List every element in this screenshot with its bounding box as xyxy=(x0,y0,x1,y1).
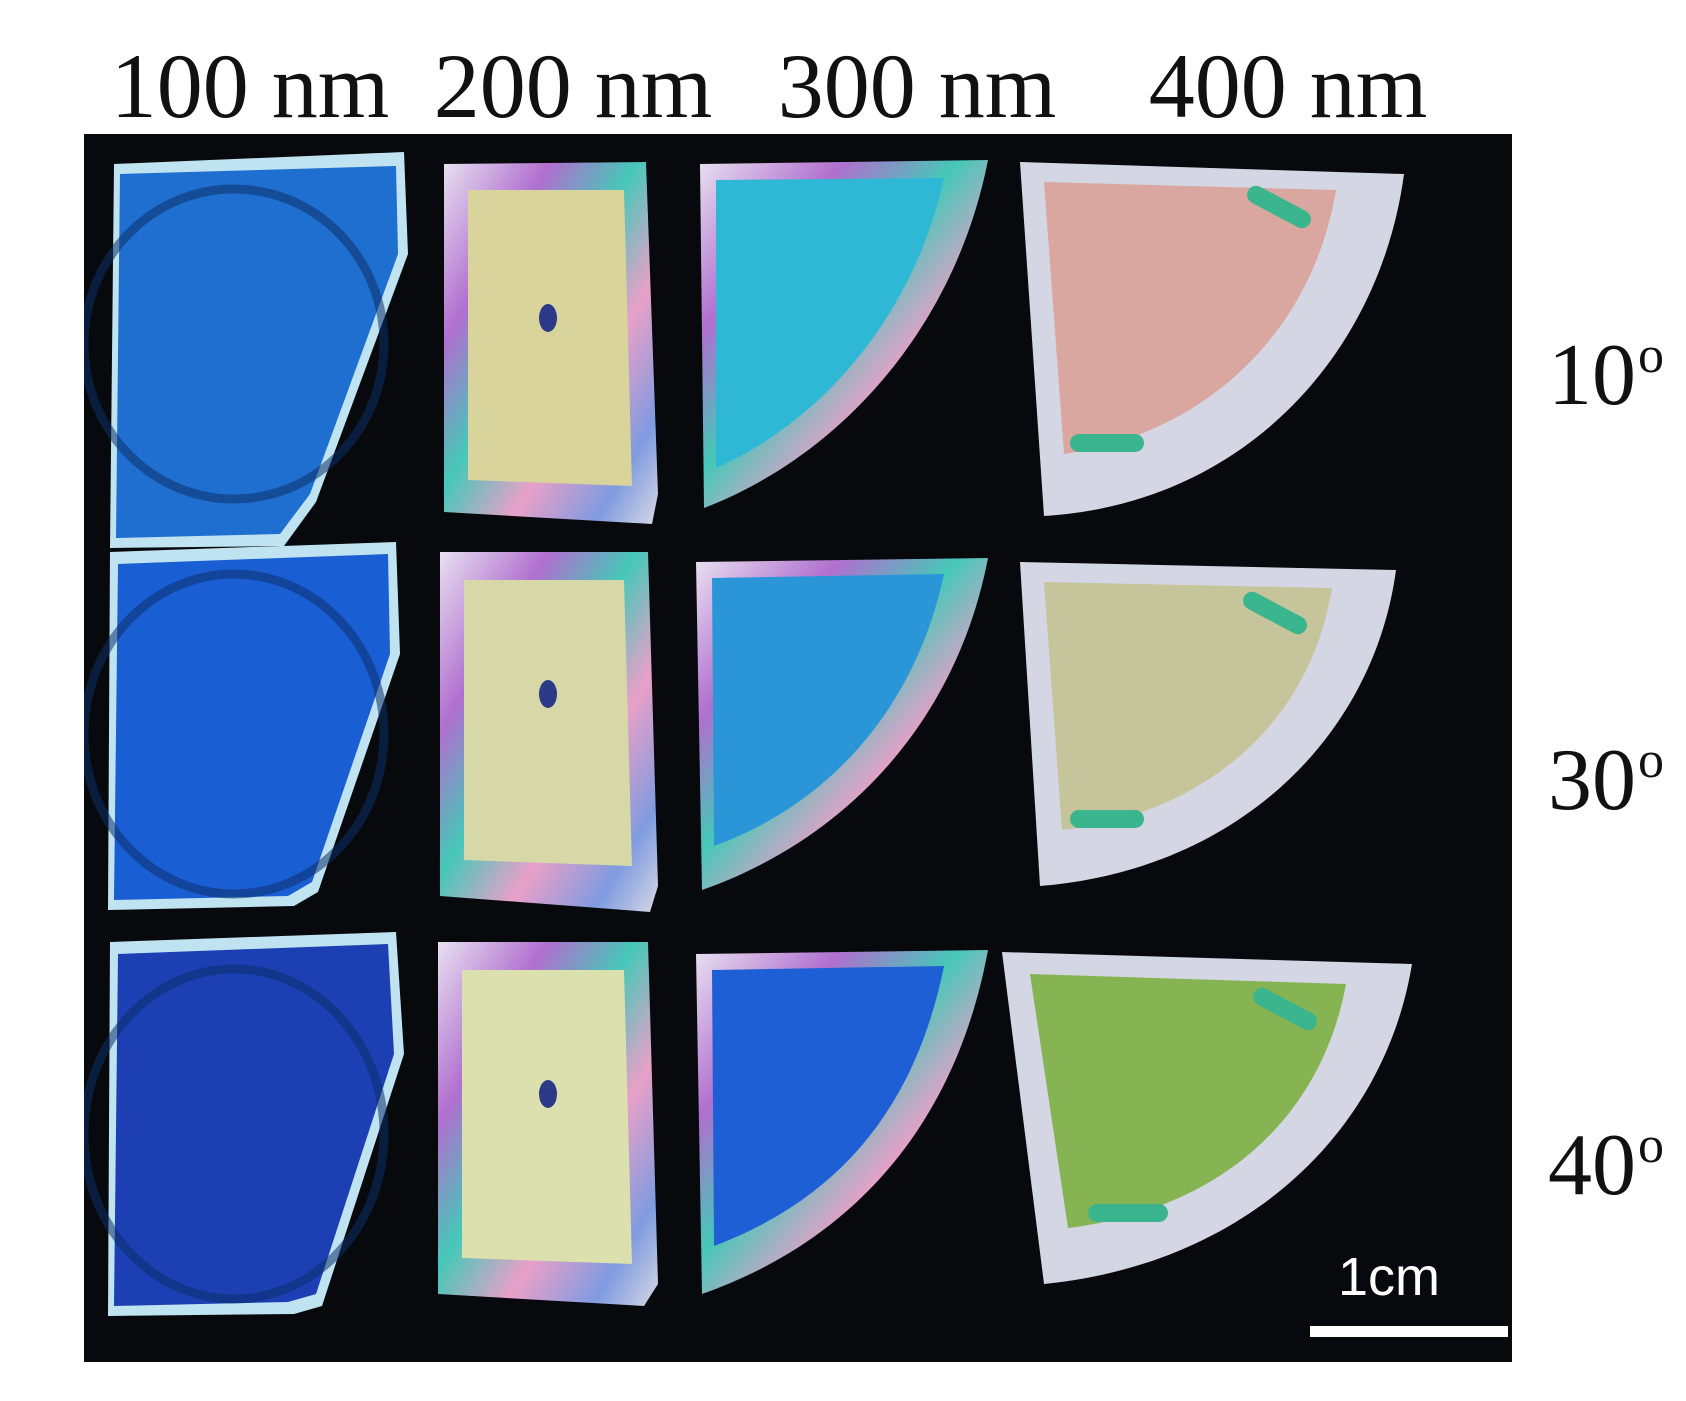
sample-400nm-40deg xyxy=(1002,952,1412,1284)
film-400nm-30deg xyxy=(1044,582,1332,830)
sample-400nm-30deg xyxy=(1020,562,1396,886)
sample-200nm-10deg xyxy=(444,162,658,524)
sample-300nm-40deg xyxy=(696,950,988,1294)
film-100nm-40deg xyxy=(114,944,394,1306)
row-30deg xyxy=(84,542,1396,912)
sample-200nm-40deg xyxy=(438,942,658,1306)
film-100nm-30deg xyxy=(114,554,390,900)
film-400nm-10deg xyxy=(1044,182,1336,454)
sample-300nm-10deg xyxy=(700,160,988,508)
film-100nm-10deg xyxy=(116,166,398,538)
film-200nm-30deg xyxy=(464,580,632,866)
sample-400nm-10deg xyxy=(1020,162,1404,516)
column-label-100nm: 100 nm xyxy=(110,35,390,137)
sample-300nm-30deg xyxy=(696,558,988,890)
scale-bar-label: 1cm xyxy=(1338,1247,1441,1307)
sample-200nm-30deg xyxy=(440,552,658,912)
row-label-10deg: 10o xyxy=(1548,327,1664,424)
row-10deg xyxy=(84,152,1404,548)
column-label-300nm: 300 nm xyxy=(777,35,1057,137)
row-40deg xyxy=(84,932,1412,1316)
row-label-30deg: 30o xyxy=(1548,732,1664,829)
sample-100nm-30deg xyxy=(84,542,400,910)
row-label-40deg: 40o xyxy=(1548,1117,1664,1214)
scale-bar xyxy=(1310,1326,1508,1337)
film-300nm-30deg xyxy=(712,574,944,846)
sample-photo: 1cm xyxy=(84,134,1512,1362)
film-200nm-10deg xyxy=(468,190,632,486)
sample-array xyxy=(84,152,1412,1316)
film-300nm-40deg xyxy=(712,966,944,1246)
film-300nm-10deg xyxy=(716,178,944,468)
column-label-400nm: 400 nm xyxy=(1148,35,1428,137)
column-label-200nm: 200 nm xyxy=(433,35,713,137)
sample-100nm-10deg xyxy=(84,152,408,548)
film-200nm-40deg xyxy=(462,970,632,1264)
film-400nm-40deg xyxy=(1030,974,1346,1228)
sample-100nm-40deg xyxy=(84,932,404,1316)
